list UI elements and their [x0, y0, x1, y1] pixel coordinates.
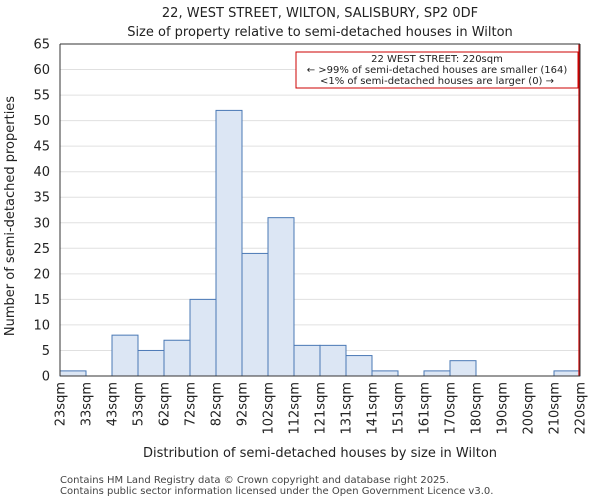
bar-53sqm	[137, 349, 165, 377]
x-tick-label: 151sqm	[392, 382, 407, 435]
annotation-line-2: ← >99% of semi-detached houses are small…	[307, 65, 568, 76]
x-tick-label: 170sqm	[444, 382, 459, 435]
x-tick-label: 161sqm	[418, 382, 433, 435]
y-tick-label: 35	[33, 191, 50, 206]
x-tick-label: 121sqm	[314, 382, 329, 435]
x-tick-label: 190sqm	[496, 382, 511, 435]
x-tick-labels: 23sqm 33sqm 43sqm 53sqm 62sqm 72sqm 82sqm 92sqm…	[54, 382, 589, 435]
y-tick-label: 15	[33, 293, 50, 308]
x-tick-label: 43sqm	[106, 382, 121, 426]
y-tick-label: 0	[42, 370, 50, 385]
chart-title: 22, WEST STREET, WILTON, SALISBURY, SP2 …	[162, 6, 478, 21]
x-tick-label: 53sqm	[132, 382, 147, 426]
x-tick-label: 180sqm	[470, 382, 485, 435]
bar-43sqm	[111, 334, 139, 377]
bar-161sqm	[423, 370, 451, 377]
bars	[59, 109, 581, 377]
bar-62sqm	[163, 339, 191, 377]
x-tick-label: 210sqm	[548, 382, 563, 435]
x-tick-label: 62sqm	[158, 382, 173, 426]
bar-170sqm	[449, 360, 477, 377]
bar-121sqm	[319, 344, 347, 377]
x-axis-title: Distribution of semi-detached houses by …	[143, 446, 497, 461]
y-tick-label: 60	[33, 63, 50, 78]
bar-23sqm	[59, 370, 87, 377]
y-tick-label: 40	[33, 165, 50, 180]
y-tick-label: 5	[42, 344, 50, 359]
chart-subtitle: Size of property relative to semi-detach…	[127, 25, 513, 40]
annotation-line-3: <1% of semi-detached houses are larger (…	[320, 76, 554, 87]
bar-102sqm	[267, 217, 295, 377]
y-tick-labels: 0 5 10 15 20 25 30 35 40 45 50 55 60 65	[33, 38, 50, 385]
bar-112sqm	[293, 344, 321, 377]
y-tick-label: 30	[33, 216, 50, 231]
annotation-line-1: 22 WEST STREET: 220sqm	[371, 54, 503, 65]
x-tick-label: 72sqm	[184, 382, 199, 426]
bar-210sqm	[553, 370, 581, 377]
gridlines	[60, 43, 580, 351]
y-tick-label: 20	[33, 267, 50, 282]
y-tick-label: 50	[33, 114, 50, 129]
x-tick-label: 112sqm	[288, 382, 303, 435]
footer-line-1: Contains HM Land Registry data © Crown c…	[60, 475, 449, 486]
x-tick-label: 82sqm	[210, 382, 225, 426]
y-tick-label: 25	[33, 242, 50, 257]
y-tick-label: 55	[33, 89, 50, 104]
footer-line-2: Contains public sector information licen…	[60, 486, 493, 497]
x-tick-label: 23sqm	[54, 382, 69, 426]
bar-72sqm	[189, 298, 217, 377]
bar-131sqm	[345, 355, 373, 377]
bar-92sqm	[241, 252, 269, 377]
x-tick-label: 141sqm	[366, 382, 381, 435]
x-tick-label: 131sqm	[340, 382, 355, 435]
y-tick-label: 45	[33, 140, 50, 155]
annotation-box: 22 WEST STREET: 220sqm ← >99% of semi-de…	[295, 51, 579, 89]
x-tick-label: 102sqm	[262, 382, 277, 435]
y-tick-label: 10	[33, 318, 50, 333]
y-tick-label: 65	[33, 38, 50, 53]
x-tick-label: 92sqm	[236, 382, 251, 426]
y-axis-title: Number of semi-detached properties	[3, 96, 18, 336]
x-tick-label: 200sqm	[522, 382, 537, 435]
x-tick-label: 33sqm	[80, 382, 95, 426]
x-tick-label: 220sqm	[574, 382, 589, 435]
bar-141sqm	[371, 370, 399, 377]
bar-82sqm	[215, 109, 243, 377]
